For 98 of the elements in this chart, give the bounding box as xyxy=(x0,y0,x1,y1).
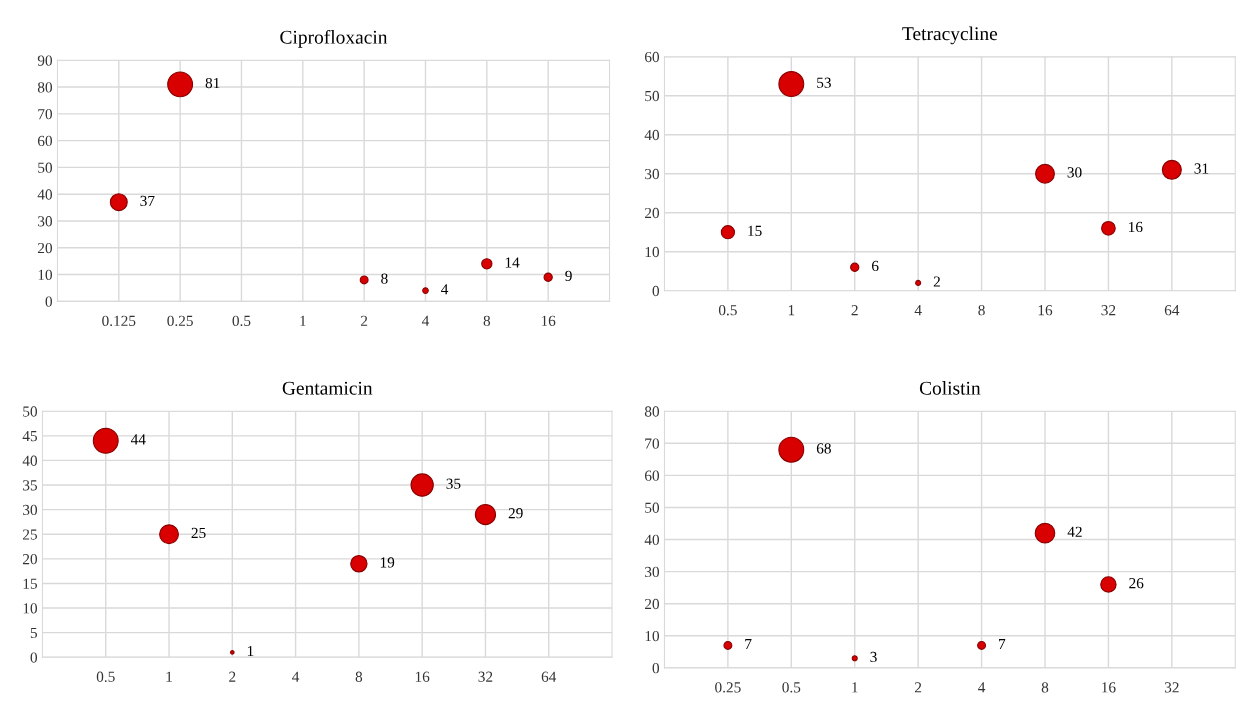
x-tick-label: 8 xyxy=(978,305,985,316)
data-label: 37 xyxy=(140,195,155,207)
x-tick-label: 8 xyxy=(483,315,491,326)
x-tick-label: 2 xyxy=(229,671,236,682)
x-tick-label: 16 xyxy=(415,671,430,682)
y-tick-label: 30 xyxy=(23,504,38,516)
x-tick-label: 0.25 xyxy=(167,315,193,327)
x-tick-label: 1 xyxy=(300,315,306,326)
x-tick-label: 32 xyxy=(1101,305,1116,316)
x-tick-label: 64 xyxy=(541,671,557,682)
x-tick-label: 16 xyxy=(1038,305,1053,316)
y-tick-label: 25 xyxy=(23,529,38,540)
data-label: 53 xyxy=(817,77,831,88)
y-tick-label: 0 xyxy=(30,652,38,663)
x-tick-label: 64 xyxy=(1164,305,1180,316)
x-tick-label: 4 xyxy=(914,305,922,316)
y-tick-label: 20 xyxy=(37,242,53,254)
x-tick-label: 16 xyxy=(541,315,556,326)
data-label: 8 xyxy=(381,273,388,284)
data-label: 26 xyxy=(1129,578,1144,589)
y-tick-label: 0 xyxy=(45,296,53,307)
chart-title: Gentamicin xyxy=(282,381,373,395)
y-tick-label: 10 xyxy=(38,269,53,280)
data-label: 7 xyxy=(745,639,752,650)
x-tick-label: 16 xyxy=(1102,682,1116,693)
data-label: 35 xyxy=(446,478,461,489)
y-tick-label: 10 xyxy=(23,603,38,614)
data-label: 6 xyxy=(872,260,879,272)
y-tick-label: 70 xyxy=(38,108,53,120)
y-tick-label: 50 xyxy=(645,90,660,102)
data-label: 19 xyxy=(380,557,395,568)
x-tick-label: 8 xyxy=(1041,682,1049,693)
y-tick-label: 60 xyxy=(644,51,660,63)
y-tick-label: 50 xyxy=(38,162,53,173)
y-tick-label: 60 xyxy=(644,470,660,481)
y-tick-label: 0 xyxy=(652,663,660,674)
x-tick-label: 0.5 xyxy=(96,671,115,682)
data-label: 7 xyxy=(999,639,1006,650)
x-tick-label: 2 xyxy=(851,305,858,316)
data-label: 4 xyxy=(441,284,449,295)
x-tick-label: 0.5 xyxy=(782,682,801,693)
x-tick-label: 4 xyxy=(292,671,300,682)
y-tick-label: 60 xyxy=(37,135,53,147)
data-label: 81 xyxy=(205,77,220,89)
data-label: 3 xyxy=(870,651,877,663)
y-tick-label: 40 xyxy=(37,189,53,200)
data-label: 9 xyxy=(565,270,572,282)
chart-title: Tetracycline xyxy=(902,26,998,45)
data-label: 68 xyxy=(816,443,831,454)
x-tick-label: 0.125 xyxy=(102,315,136,327)
data-label: 16 xyxy=(1129,221,1143,233)
y-tick-label: 0 xyxy=(652,285,660,297)
chart-title: Colistin xyxy=(919,381,981,395)
y-tick-label: 40 xyxy=(22,455,38,466)
y-tick-label: 50 xyxy=(645,502,660,513)
chart-title: Ciprofloxacin xyxy=(280,29,388,48)
data-label: 42 xyxy=(1067,526,1082,537)
x-tick-label: 2 xyxy=(361,315,368,326)
x-tick-label: 0.5 xyxy=(718,305,737,316)
data-label: 15 xyxy=(748,225,762,237)
data-label: 30 xyxy=(1067,167,1082,178)
y-tick-label: 80 xyxy=(37,82,53,93)
data-label: 31 xyxy=(1194,163,1209,174)
y-tick-label: 15 xyxy=(23,578,38,589)
y-tick-label: 20 xyxy=(23,553,38,565)
x-tick-label: 1 xyxy=(788,305,795,316)
y-tick-label: 5 xyxy=(30,627,38,639)
x-tick-label: 0.5 xyxy=(232,315,251,327)
x-tick-label: 2 xyxy=(915,682,922,693)
y-tick-label: 20 xyxy=(645,207,660,219)
x-tick-label: 1 xyxy=(166,671,172,682)
x-tick-label: 4 xyxy=(978,682,986,693)
data-label: 1 xyxy=(247,645,254,656)
y-tick-label: 30 xyxy=(645,566,660,578)
x-tick-label: 32 xyxy=(478,671,493,682)
x-tick-label: 1 xyxy=(852,682,858,693)
y-tick-label: 20 xyxy=(645,598,660,610)
data-label: 25 xyxy=(191,527,206,539)
y-tick-label: 30 xyxy=(38,216,53,227)
x-tick-label: 32 xyxy=(1164,682,1179,693)
y-tick-label: 40 xyxy=(644,129,660,141)
y-tick-label: 10 xyxy=(645,630,660,642)
x-tick-label: 4 xyxy=(421,315,430,326)
y-tick-label: 35 xyxy=(23,480,38,491)
data-label: 44 xyxy=(130,434,146,445)
y-tick-label: 80 xyxy=(644,406,660,417)
y-tick-label: 45 xyxy=(22,431,38,442)
y-tick-label: 30 xyxy=(645,168,660,180)
data-label: 14 xyxy=(505,257,520,268)
y-tick-label: 40 xyxy=(644,534,660,545)
data-label: 2 xyxy=(933,276,940,287)
y-tick-label: 90 xyxy=(37,55,53,66)
y-tick-label: 70 xyxy=(645,438,660,449)
x-tick-label: 0.25 xyxy=(715,682,741,693)
x-tick-label: 8 xyxy=(355,671,363,682)
data-label: 29 xyxy=(508,508,523,519)
y-tick-label: 50 xyxy=(23,406,38,417)
y-tick-label: 10 xyxy=(645,246,660,258)
